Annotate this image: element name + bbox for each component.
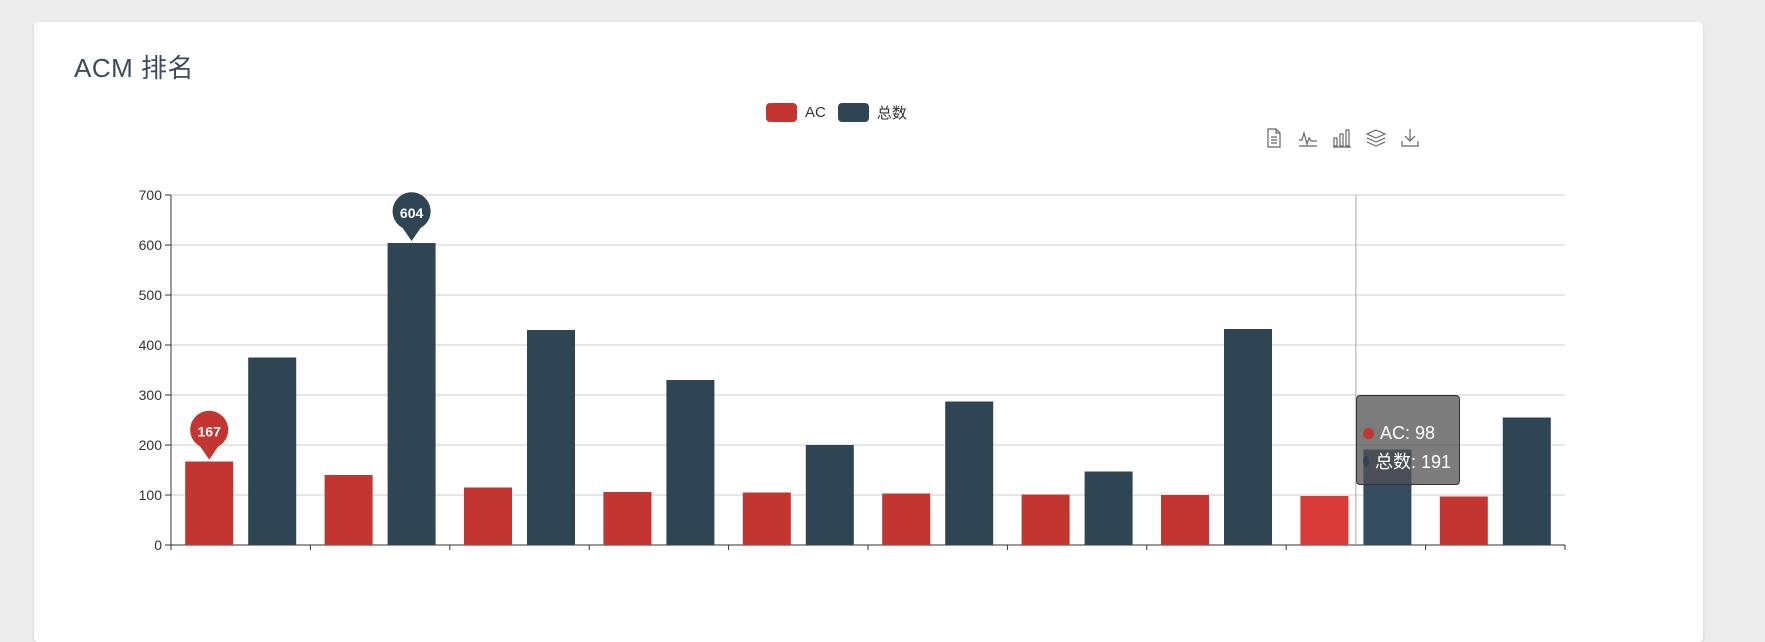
bar-ac [603,492,652,545]
chart-tooltip: AC: 98 总数: 191 [1356,395,1460,485]
line-chart-icon[interactable] [1296,126,1330,152]
tooltip-row-ac: AC: 98 [1363,423,1451,444]
tooltip-dot-ac [1363,428,1374,439]
y-tick-label: 500 [139,287,163,303]
save-image-icon[interactable] [1398,126,1432,152]
data-view-icon[interactable] [1262,126,1296,152]
y-tick-label: 300 [139,387,163,403]
bar-ac [324,475,373,545]
bar-ac [742,492,791,545]
tooltip-dot-total [1363,455,1369,467]
bar-total [387,243,436,545]
max-marker-label: 167 [198,424,222,440]
tooltip-category [1365,401,1451,419]
page-title: ACM 排名 [74,53,195,83]
y-tick-label: 700 [139,187,163,203]
chart-legend: AC 总数 [766,102,919,123]
bar-chart-icon[interactable] [1330,126,1364,152]
y-tick-label: 0 [154,537,162,553]
bar-total [527,330,575,545]
legend-item-total[interactable]: 总数 [837,102,907,123]
legend-swatch-ac [766,103,797,122]
tooltip-total-value: 总数: 191 [1374,452,1451,472]
chart-toolbox [1262,126,1432,152]
max-marker-pin [190,410,229,460]
bar-total [1502,417,1551,545]
max-marker-label: 604 [400,205,424,221]
bar-ac [464,487,512,545]
legend-label-total: 总数 [876,105,907,122]
max-marker-pin [392,192,431,241]
bar-ac [185,461,234,545]
bar-total [1084,471,1133,545]
tooltip-row-total: 总数: 191 [1363,448,1451,474]
bar-ac [1021,494,1070,545]
chart-card: ACM 排名 [34,22,1703,642]
bar-total [1224,329,1272,545]
bar-chart: 0 100 200 300 400 500 600 700 167 604 [139,187,1566,553]
legend-swatch-total [837,103,869,122]
y-tick-label: 400 [139,337,163,353]
legend-item-ac[interactable]: AC [766,103,826,122]
tooltip-ac-value: AC: 98 [1380,423,1436,443]
y-tick-label: 100 [139,487,163,503]
bar-ac [882,493,931,545]
stack-icon[interactable] [1364,126,1398,152]
bar-total [945,401,994,545]
legend-label-ac: AC [805,104,826,121]
bar-ac [1161,495,1209,545]
bar-total [248,357,297,545]
bar-ac [1439,496,1488,545]
y-tick-label: 600 [139,237,163,253]
bar-total [805,445,854,545]
bar-total [666,380,715,545]
y-tick-label: 200 [139,437,163,453]
bar-ac [1300,496,1349,545]
